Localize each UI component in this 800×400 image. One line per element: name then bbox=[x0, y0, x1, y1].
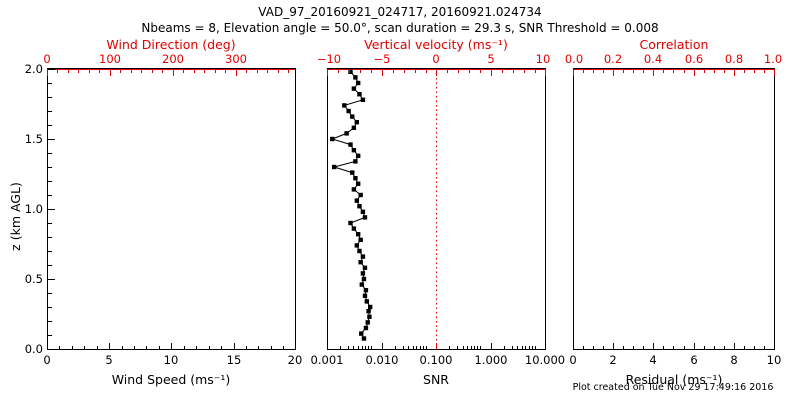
snr-axis-title: SNR bbox=[423, 372, 449, 387]
wind-speed-tick-20: 20 bbox=[287, 353, 303, 367]
vertical-velocity-tick-10: 10 bbox=[535, 52, 551, 66]
wind-speed-tick-10: 10 bbox=[163, 353, 179, 367]
residual-tick-4: 4 bbox=[649, 353, 657, 367]
snr-tick-0-010: 0.010 bbox=[365, 353, 399, 367]
vertical-velocity-axis-title: Vertical velocity (ms⁻¹) bbox=[364, 37, 508, 52]
z-tick-0-0: 0.0 bbox=[24, 342, 43, 356]
figure-title: VAD_97_20160921_024717, 20160921.024734 bbox=[258, 5, 542, 19]
snr-plot-area bbox=[330, 69, 437, 349]
plot-created-timestamp: Plot created on Tue Nov 29 17:49:16 2016 bbox=[572, 382, 774, 393]
z-tick-2-0: 2.0 bbox=[24, 62, 43, 76]
snr-tick-10-000: 10.000 bbox=[524, 353, 566, 367]
z-tick-1-5: 1.5 bbox=[24, 132, 43, 146]
wind-direction-axis-line bbox=[48, 69, 295, 70]
residual-axis-title: Residual (ms⁻¹) bbox=[625, 372, 723, 387]
snr-tick-0-001: 0.001 bbox=[310, 353, 344, 367]
correlation-tick-0-6: 0.6 bbox=[684, 52, 704, 66]
correlation-plot-area bbox=[574, 69, 776, 351]
residual-tick-0: 0 bbox=[569, 353, 577, 367]
wind-speed-tick-0: 0 bbox=[43, 353, 51, 367]
wind-direction-tick-200: 200 bbox=[162, 52, 184, 66]
residual-tick-2: 2 bbox=[609, 353, 617, 367]
residual-tick-6: 6 bbox=[690, 353, 698, 367]
residual-tick-10: 10 bbox=[766, 353, 782, 367]
z-tick-1-0: 1.0 bbox=[24, 202, 43, 216]
wind-direction-tick-300: 300 bbox=[225, 52, 247, 66]
wind-direction-axis-title: Wind Direction (deg) bbox=[106, 37, 236, 52]
residual-tick-8: 8 bbox=[730, 353, 738, 367]
panel-wind-profile bbox=[47, 68, 296, 350]
snr-tick-0-100: 0.100 bbox=[419, 353, 453, 367]
vertical-velocity-tick-5: 5 bbox=[487, 52, 495, 66]
wind-speed-axis-title: Wind Speed (ms⁻¹) bbox=[111, 372, 231, 387]
correlation-tick-0-0: 0.0 bbox=[564, 52, 584, 66]
correlation-tick-1-0: 1.0 bbox=[763, 52, 783, 66]
correlation-axis-line bbox=[574, 69, 774, 70]
z-axis-title: z (km AGL) bbox=[7, 182, 23, 251]
vertical-velocity-tick-neg10: −10 bbox=[316, 52, 342, 66]
panel-correlation-profile bbox=[573, 68, 775, 350]
correlation-tick-0-4: 0.4 bbox=[643, 52, 663, 66]
snr-trace bbox=[330, 69, 373, 341]
correlation-tick-0-2: 0.2 bbox=[603, 52, 623, 66]
vertical-velocity-tick-0: 0 bbox=[432, 52, 440, 66]
wind-plot-area bbox=[48, 69, 297, 351]
snr-tick-1-000: 1.000 bbox=[474, 353, 508, 367]
vertical-velocity-tick-neg5: −5 bbox=[373, 52, 391, 66]
figure-subtitle: Nbeams = 8, Elevation angle = 50.0°, sca… bbox=[141, 21, 659, 35]
wind-speed-tick-5: 5 bbox=[105, 353, 113, 367]
wind-direction-tick-100: 100 bbox=[99, 52, 121, 66]
correlation-tick-0-8: 0.8 bbox=[724, 52, 744, 66]
z-tick-0-5: 0.5 bbox=[24, 272, 43, 286]
panel-snr-profile bbox=[327, 68, 546, 350]
wind-direction-tick-0: 0 bbox=[43, 52, 51, 66]
wind-speed-tick-15: 15 bbox=[226, 353, 242, 367]
correlation-axis-title: Correlation bbox=[639, 37, 709, 52]
